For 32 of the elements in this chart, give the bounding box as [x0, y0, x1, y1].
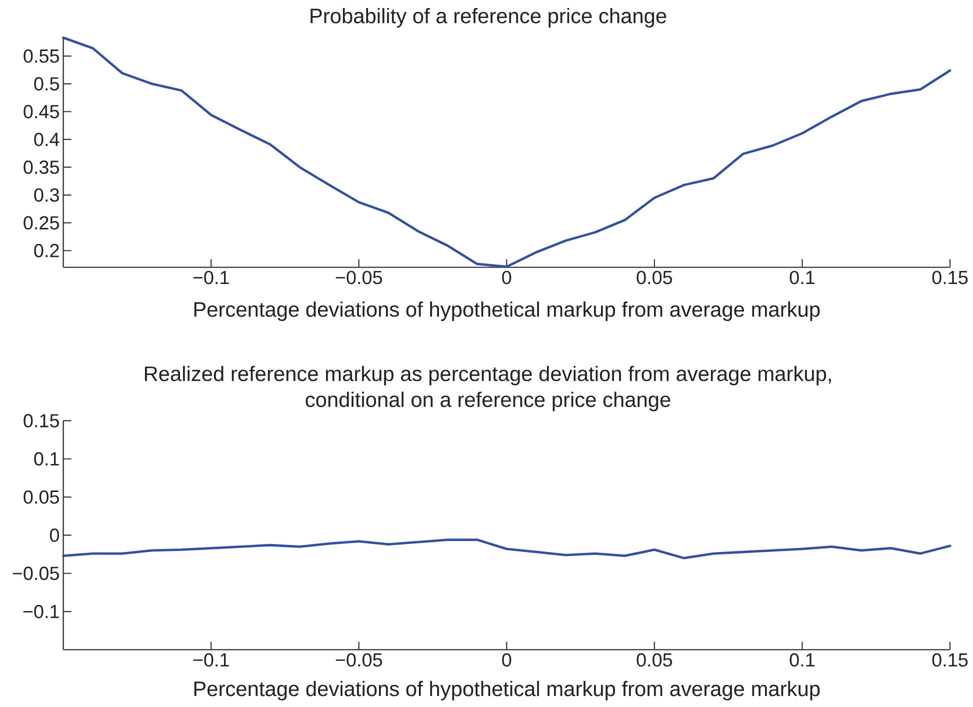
y-tick-label: −0.05 [12, 566, 59, 580]
y-tick-label: 0.5 [34, 77, 59, 91]
x-tick-label: −0.1 [193, 653, 229, 667]
y-tick-label: 0.25 [24, 216, 59, 230]
chart-title: Realized reference markup as percentage deviation from average markup, conditional on a reference price change [144, 366, 831, 412]
y-tick-label: 0.15 [24, 414, 59, 428]
x-axis-title: Percentage deviations of hypothetical markup from average markup [194, 680, 820, 700]
x-tick-label: 0 [502, 653, 512, 667]
line-series [62, 538, 952, 560]
y-tick-label: 0.35 [24, 160, 59, 174]
y-tick-label: 0.55 [24, 49, 59, 63]
x-tick-label: 0.05 [636, 653, 672, 667]
y-tick-label: 0.05 [24, 490, 59, 504]
y-tick-label: 0.2 [34, 244, 59, 258]
y-tick-label: −0.1 [23, 604, 59, 618]
y-tick-label: 0.1 [34, 452, 59, 466]
y-tick-label: 0.3 [34, 188, 59, 202]
chart-title: Probability of a reference price change [310, 8, 666, 28]
y-tick-label: 0.4 [34, 132, 60, 146]
x-tick-label: 0.1 [790, 653, 814, 667]
x-tick-label: 0.05 [636, 270, 672, 284]
y-tick-label: 0.45 [24, 104, 59, 118]
y-tick-label: 0 [50, 528, 60, 542]
x-tick-label: 0.15 [932, 653, 968, 667]
x-axis-title: Percentage deviations of hypothetical markup from average markup [194, 302, 820, 321]
x-tick-label: −0.05 [336, 653, 382, 667]
x-tick-label: −0.05 [336, 270, 382, 284]
x-tick-label: −0.1 [193, 270, 229, 284]
x-tick-label: 0.15 [932, 270, 968, 284]
line-series [62, 36, 952, 268]
x-tick-label: 0 [502, 270, 512, 284]
x-tick-label: 0.1 [790, 270, 814, 284]
